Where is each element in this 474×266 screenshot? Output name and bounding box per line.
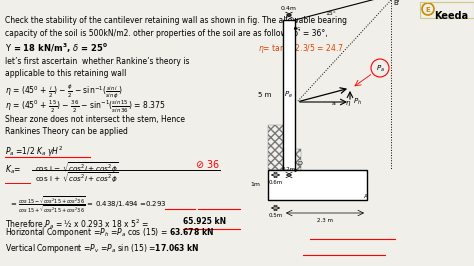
- Text: let’s first ascertain  whether Rankine’s theory is: let’s first ascertain whether Rankine’s …: [5, 57, 190, 66]
- Text: A: A: [364, 194, 368, 199]
- Text: Therefore,$P_a$ = ½ x 0.293 x 18 x 5$^2$ =: Therefore,$P_a$ = ½ x 0.293 x 18 x 5$^2$…: [5, 217, 149, 231]
- Text: c: c: [297, 26, 301, 31]
- Text: Horizontal Component =$P_h$ =$P_a$ cos (15) = $\bf{63.678\ kN}$: Horizontal Component =$P_h$ =$P_a$ cos (…: [5, 226, 214, 239]
- Text: 0.6m: 0.6m: [268, 180, 283, 185]
- Text: Vertical Component =$P_v$ =$P_a$ sin (15) =$\bf{17.063\ kN}$: Vertical Component =$P_v$ =$P_a$ sin (15…: [5, 242, 200, 255]
- Text: $K_a$=: $K_a$=: [5, 163, 21, 176]
- Bar: [268, 125, 283, 170]
- Text: B': B': [393, 0, 400, 6]
- Text: $\eta$: $\eta$: [345, 99, 351, 108]
- Text: a: a: [332, 101, 336, 106]
- Text: applicable to this retaining wall: applicable to this retaining wall: [5, 69, 127, 78]
- Text: 65.925 kN: 65.925 kN: [183, 217, 226, 226]
- Bar: [420, 2, 474, 18]
- Text: $P_a$: $P_a$: [375, 64, 384, 74]
- Text: Keeda: Keeda: [434, 11, 468, 21]
- Text: $P_e$: $P_e$: [284, 90, 293, 100]
- Text: 0.2m: 0.2m: [282, 167, 296, 172]
- Text: E: E: [426, 6, 430, 13]
- Text: 0.4m: 0.4m: [281, 6, 297, 11]
- Text: Rankines Theory can be applied: Rankines Theory can be applied: [5, 127, 128, 136]
- Text: $\eta$ = (45$^0$ + $\frac{i}{2}$) $-$ $\frac{\phi}{2}$ $-$ sin$^{-1}$($\frac{sin: $\eta$ = (45$^0$ + $\frac{i}{2}$) $-$ $\…: [5, 83, 122, 101]
- Text: 1m: 1m: [250, 182, 260, 188]
- Text: $\eta$ = (45$^0$ + $\frac{15}{2}$) $-$ $\frac{36}{2}$ $-$ sin$^{-1}$($\frac{sin\: $\eta$ = (45$^0$ + $\frac{15}{2}$) $-$ $…: [5, 99, 165, 115]
- Text: $\eta$= tan$^{-1}$ 2.3/5 = 24.7: $\eta$= tan$^{-1}$ 2.3/5 = 24.7: [258, 42, 343, 56]
- Text: $\Upsilon$ = 18 $\bf{kN/m^3}$, $\delta$ = $\bf{25^0}$: $\Upsilon$ = 18 $\bf{kN/m^3}$, $\delta$ …: [5, 42, 108, 55]
- Text: Shear zone does not intersect the stem, Hence: Shear zone does not intersect the stem, …: [5, 115, 185, 124]
- Bar: [283, 20, 295, 170]
- Text: $P_h$: $P_h$: [353, 97, 362, 107]
- Bar: [268, 170, 367, 200]
- Text: 2.3 m: 2.3 m: [317, 218, 333, 223]
- Text: 5 m: 5 m: [258, 92, 272, 98]
- Text: $P_a$ =1/2 $K_a$ $\gamma H^2$: $P_a$ =1/2 $K_a$ $\gamma H^2$: [5, 145, 63, 159]
- Text: $\oslash$ 36: $\oslash$ 36: [195, 158, 220, 170]
- Text: 0.5m: 0.5m: [268, 213, 283, 218]
- Text: = $\frac{cos\,15 - \sqrt{cos^215+cos^236}}{cos\,15 + \sqrt{cos^215+cos^236}}$ = : = $\frac{cos\,15 - \sqrt{cos^215+cos^236…: [10, 195, 166, 215]
- Text: cos i $-$ $\sqrt{cos^2i+cos^2\phi}$: cos i $-$ $\sqrt{cos^2i+cos^2\phi}$: [35, 161, 119, 176]
- Text: Check the stability of the cantilever retaining wall as shown in fig. The allowa: Check the stability of the cantilever re…: [5, 16, 347, 25]
- Bar: [295, 149, 301, 170]
- Text: capacity of the soil is 500kN/m2. other properties of the soil are as follows ϕ’: capacity of the soil is 500kN/m2. other …: [5, 29, 328, 38]
- Text: cos i + $\sqrt{cos^2i+cos^2\phi}$: cos i + $\sqrt{cos^2i+cos^2\phi}$: [35, 171, 119, 186]
- Text: 15°: 15°: [325, 11, 336, 16]
- Text: D: D: [297, 161, 302, 166]
